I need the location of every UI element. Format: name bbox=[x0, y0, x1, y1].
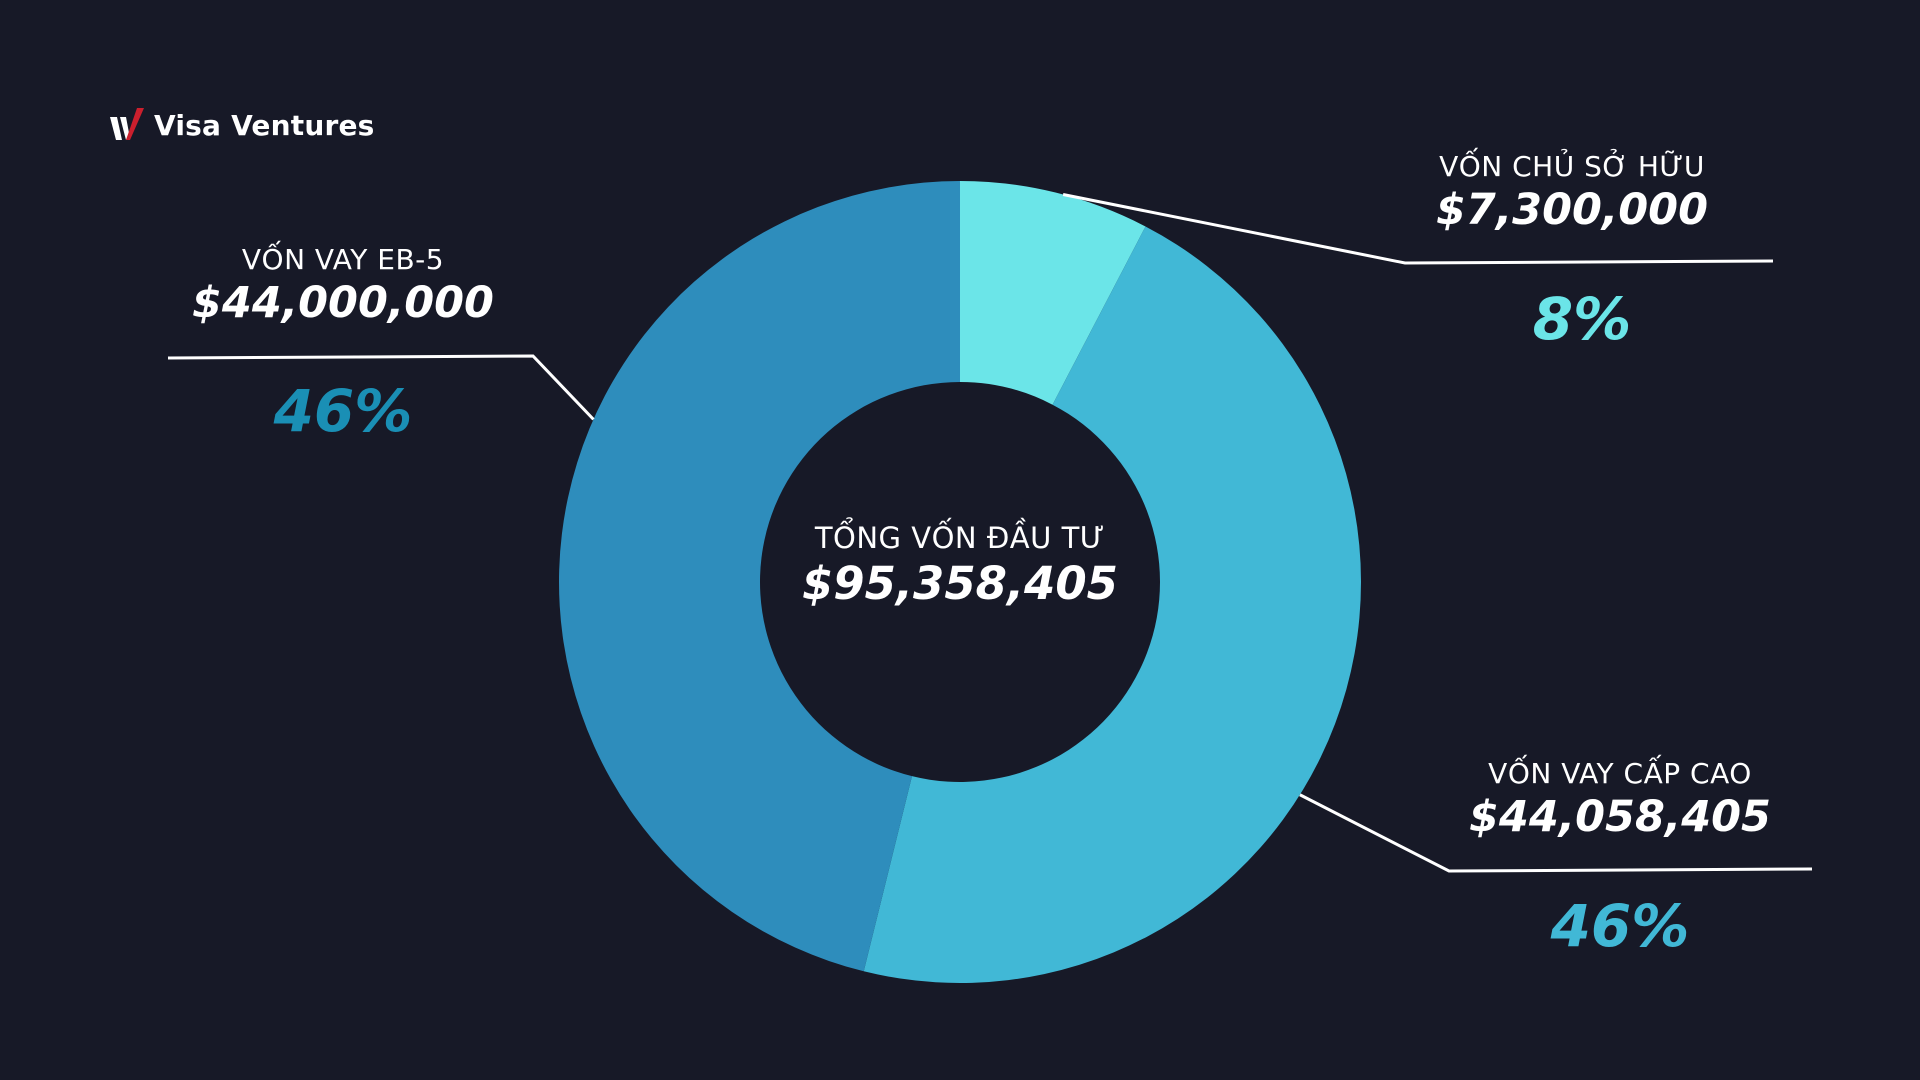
slice-amount: $44,058,405 bbox=[1469, 792, 1771, 842]
slice-name: VỐN CHỦ SỞ HỮU bbox=[1439, 150, 1705, 183]
donut-center-label: TỔNG VỐN ĐẦU TƯ $95,358,405 bbox=[760, 521, 1160, 610]
visa-ventures-logo-icon bbox=[110, 108, 144, 140]
slice-eb5-loan bbox=[558, 181, 960, 972]
slice-amount: $44,000,000 bbox=[192, 278, 494, 328]
slice-senior-loan bbox=[863, 226, 1362, 984]
slice-percent-senior-loan: 46% bbox=[1550, 892, 1690, 960]
donut-slices bbox=[558, 181, 1362, 984]
leader-lines bbox=[167, 193, 1813, 873]
slice-label-equity: VỐN CHỦ SỞ HỮU $7,300,000 bbox=[1372, 150, 1772, 235]
brand-logo: Visa Ventures bbox=[108, 106, 375, 144]
slice-percent-equity: 8% bbox=[1532, 285, 1632, 353]
slice-percent-eb5-loan: 46% bbox=[273, 377, 413, 445]
leader-line-senior-loan bbox=[1299, 793, 1813, 873]
leader-line-equity bbox=[1062, 193, 1774, 265]
slice-equity bbox=[960, 181, 1146, 405]
leader-line-eb5-loan bbox=[167, 354, 595, 421]
slice-label-eb5-loan: VỐN VAY EB-5 $44,000,000 bbox=[143, 243, 543, 328]
brand-name: Visa Ventures bbox=[154, 108, 375, 142]
total-amount: $95,358,405 bbox=[802, 557, 1118, 610]
slice-label-senior-loan: VỐN VAY CẤP CAO $44,058,405 bbox=[1420, 757, 1820, 842]
total-label: TỔNG VỐN ĐẦU TƯ bbox=[814, 521, 1106, 555]
slice-name: VỐN VAY EB-5 bbox=[241, 243, 445, 276]
slice-name: VỐN VAY CẤP CAO bbox=[1488, 757, 1752, 790]
slice-amount: $7,300,000 bbox=[1435, 185, 1709, 235]
